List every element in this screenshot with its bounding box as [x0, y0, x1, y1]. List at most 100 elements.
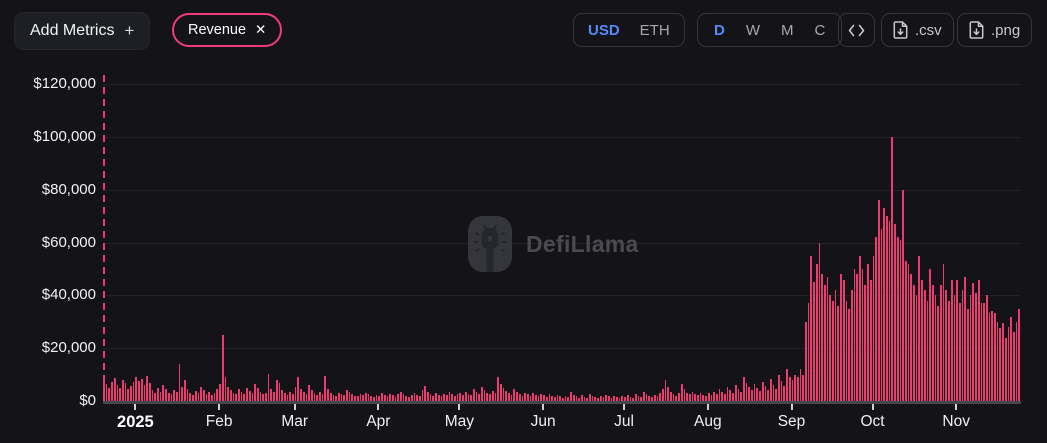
revenue-bar[interactable] [926, 300, 929, 401]
revenue-bar[interactable] [389, 393, 391, 401]
revenue-bar[interactable] [548, 393, 551, 401]
revenue-bar[interactable] [429, 394, 432, 401]
revenue-bar[interactable] [421, 389, 424, 401]
revenue-metric-pill[interactable]: Revenue ✕ [172, 13, 283, 47]
revenue-bar[interactable] [880, 229, 883, 401]
revenue-bar[interactable] [810, 255, 813, 401]
revenue-bar[interactable] [437, 394, 440, 401]
revenue-bar[interactable] [904, 261, 907, 401]
revenue-bar[interactable] [680, 384, 683, 401]
revenue-bar[interactable] [710, 394, 713, 401]
revenue-bar[interactable] [580, 395, 583, 401]
revenue-bar[interactable] [113, 377, 116, 401]
revenue-bar[interactable] [796, 377, 799, 401]
revenue-bar[interactable] [753, 383, 756, 401]
revenue-bar[interactable] [294, 386, 297, 401]
revenue-bar[interactable] [159, 391, 162, 401]
revenue-bar-chart[interactable]: 2025 Feb Mar Apr May Jun Jul Aug Sep Oct Nov [103, 75, 1021, 431]
revenue-bar[interactable] [343, 395, 346, 401]
revenue-bar[interactable] [205, 393, 208, 401]
revenue-bar[interactable] [848, 308, 850, 401]
revenue-bar[interactable] [991, 311, 994, 401]
revenue-bar[interactable] [707, 393, 710, 401]
revenue-bar[interactable] [740, 391, 742, 401]
revenue-bar[interactable] [248, 391, 251, 401]
revenue-bar[interactable] [726, 387, 729, 401]
revenue-bar[interactable] [440, 396, 443, 401]
revenue-bar[interactable] [529, 395, 532, 401]
revenue-bar[interactable] [103, 379, 105, 401]
revenue-bar[interactable] [354, 395, 356, 401]
revenue-bar[interactable] [448, 392, 451, 401]
revenue-bar[interactable] [416, 395, 418, 401]
revenue-bar[interactable] [305, 393, 308, 401]
revenue-bar[interactable] [105, 383, 108, 401]
revenue-bar[interactable] [985, 295, 988, 401]
revenue-bar[interactable] [397, 394, 400, 401]
revenue-bar[interactable] [464, 391, 467, 401]
revenue-bar[interactable] [121, 380, 124, 401]
revenue-bar[interactable] [181, 387, 184, 401]
revenue-bar[interactable] [748, 387, 751, 401]
revenue-bar[interactable] [470, 395, 472, 401]
revenue-bar[interactable] [378, 395, 381, 401]
revenue-bar[interactable] [254, 384, 256, 401]
revenue-bar[interactable] [764, 386, 767, 401]
revenue-bar[interactable] [475, 391, 478, 401]
revenue-bar[interactable] [551, 395, 553, 401]
revenue-bar[interactable] [200, 386, 202, 401]
revenue-bar[interactable] [454, 395, 456, 401]
revenue-bar[interactable] [335, 395, 337, 401]
interval-option-cumulative[interactable]: C [814, 21, 826, 39]
revenue-bar[interactable] [921, 279, 923, 401]
revenue-bar[interactable] [613, 395, 616, 401]
revenue-bar[interactable] [964, 276, 967, 401]
revenue-bar[interactable] [286, 394, 289, 401]
revenue-bar[interactable] [807, 303, 810, 401]
revenue-bar[interactable] [381, 392, 383, 401]
revenue-bar[interactable] [653, 394, 656, 401]
revenue-bar[interactable] [834, 290, 837, 401]
revenue-bar[interactable] [324, 375, 327, 401]
revenue-bar[interactable] [775, 388, 778, 401]
revenue-bar[interactable] [111, 381, 113, 401]
revenue-bar[interactable] [624, 397, 626, 401]
revenue-bar[interactable] [413, 393, 416, 401]
revenue-bar[interactable] [1018, 308, 1021, 401]
revenue-bar[interactable] [175, 392, 178, 401]
interval-option-weekly[interactable]: W [745, 21, 761, 39]
revenue-bar[interactable] [799, 369, 802, 401]
revenue-bar[interactable] [224, 377, 227, 401]
revenue-bar[interactable] [570, 392, 572, 401]
revenue-bar[interactable] [751, 390, 753, 401]
revenue-bar[interactable] [607, 396, 610, 401]
revenue-bar[interactable] [138, 381, 140, 401]
revenue-bar[interactable] [678, 393, 680, 401]
revenue-bar[interactable] [688, 394, 691, 401]
revenue-bar[interactable] [383, 394, 386, 401]
revenue-bar[interactable] [691, 391, 694, 401]
revenue-bar[interactable] [791, 379, 794, 401]
revenue-bar[interactable] [640, 397, 643, 401]
revenue-bar[interactable] [994, 312, 996, 401]
revenue-bar[interactable] [702, 394, 705, 401]
revenue-bar[interactable] [683, 389, 686, 401]
revenue-bar[interactable] [119, 387, 121, 401]
download-png-button[interactable]: .png [957, 13, 1033, 47]
revenue-bar[interactable] [923, 290, 926, 401]
revenue-bar[interactable] [629, 396, 632, 401]
revenue-bar[interactable] [948, 300, 950, 401]
interval-option-daily[interactable]: D [714, 21, 725, 39]
revenue-bar[interactable] [610, 397, 613, 401]
revenue-bar[interactable] [861, 268, 864, 401]
revenue-bar[interactable] [983, 303, 985, 401]
revenue-bar[interactable] [805, 321, 807, 401]
revenue-bar[interactable] [913, 284, 915, 401]
revenue-bar[interactable] [402, 393, 405, 401]
revenue-bar[interactable] [148, 382, 151, 401]
revenue-bar[interactable] [829, 295, 832, 401]
revenue-bar[interactable] [267, 374, 270, 401]
revenue-bar[interactable] [208, 391, 211, 401]
revenue-bar[interactable] [418, 396, 421, 401]
revenue-bar[interactable] [705, 395, 707, 401]
